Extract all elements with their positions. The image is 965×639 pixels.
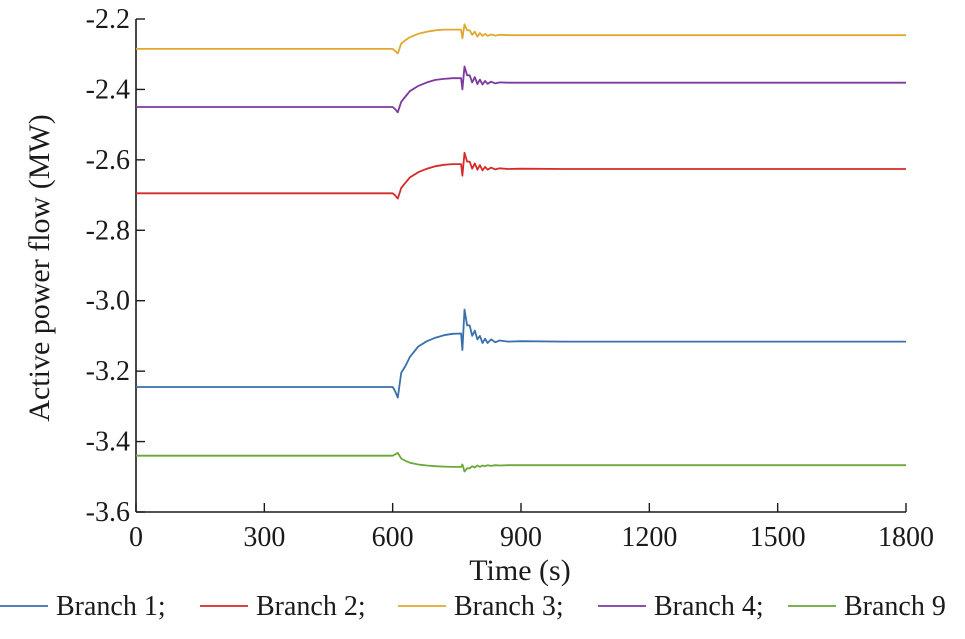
x-tick-label: 300 (243, 522, 285, 553)
y-tick-label: -3.2 (86, 356, 130, 387)
series-line-branch-1 (136, 308, 906, 399)
y-tick-label: -3.0 (86, 286, 130, 317)
legend-label: Branch 1; (56, 591, 166, 622)
y-tick-label: -2.4 (86, 74, 130, 105)
x-tick-label: 1500 (750, 522, 806, 553)
y-tick-label: -2.6 (86, 145, 130, 176)
y-tick-label: -2.2 (86, 4, 130, 35)
y-tick-label: -3.6 (86, 497, 130, 528)
x-tick-label: 900 (500, 522, 542, 553)
x-axis-title: Time (s) (469, 554, 570, 587)
plot-frame (135, 19, 906, 513)
legend-label: Branch 3; (454, 591, 564, 622)
x-tick-label: 0 (129, 522, 143, 553)
x-tick-label: 1800 (878, 522, 934, 553)
y-axis-title: Active power flow (MW) (23, 114, 56, 421)
y-tick-label: -2.8 (86, 215, 130, 246)
series-line-branch-3 (136, 23, 906, 55)
legend-label: Branch 4; (654, 591, 764, 622)
x-tick-label: 1200 (621, 522, 677, 553)
series-line-branch-9 (136, 451, 906, 473)
y-tick-label: -3.4 (86, 427, 130, 458)
legend: Branch 1; Branch 2; Branch 3; Branch 4; Bran… (0, 591, 946, 622)
x-tick-label: 600 (372, 522, 414, 553)
series-line-branch-4 (136, 65, 906, 114)
series-line-branch-2 (136, 151, 906, 200)
tick-layer: 0 300 600 900 1200 1500 1800 -2.2 -2.4 -2.6 -2.8 -3… (86, 4, 934, 553)
legend-label: Branch 9 (844, 591, 946, 622)
series-layer (136, 23, 906, 473)
legend-label: Branch 2; (256, 591, 366, 622)
